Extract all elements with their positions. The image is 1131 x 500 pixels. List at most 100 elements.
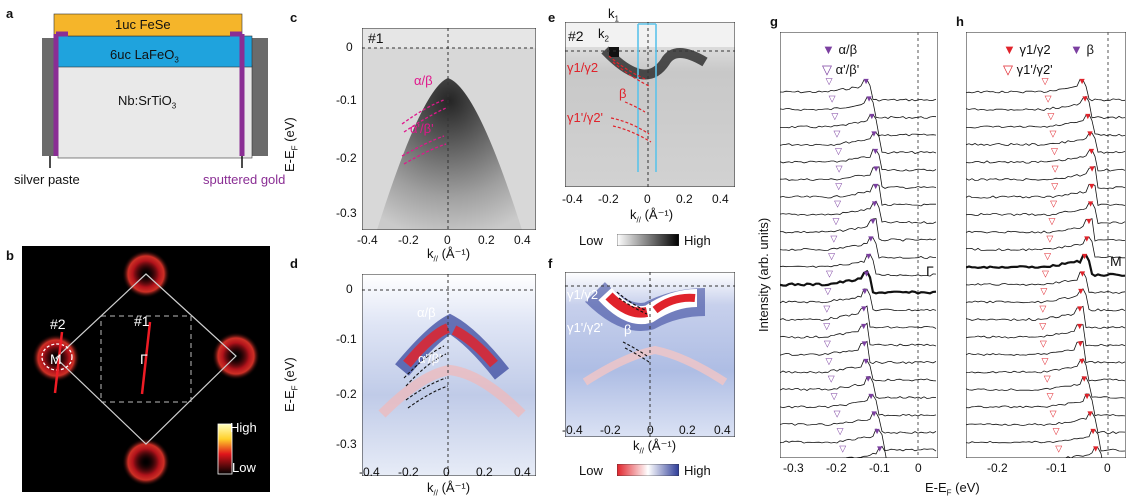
edc-marker-filled: ▼ bbox=[861, 356, 870, 366]
panel-g-label: g bbox=[770, 14, 778, 29]
edc-marker-open: ▽ bbox=[1039, 321, 1046, 331]
edc-marker-open: ▽ bbox=[823, 304, 830, 314]
f-xtick-4: 0.4 bbox=[714, 423, 731, 437]
edc-marker-filled: ▼ bbox=[1091, 444, 1100, 454]
edc-marker-open: ▽ bbox=[826, 76, 833, 86]
edc-curve bbox=[966, 305, 1126, 329]
d-band-alpha-beta-label: α/β bbox=[417, 305, 436, 320]
c-xtick-2: 0 bbox=[444, 233, 451, 247]
edc-marker-filled: ▼ bbox=[1086, 129, 1095, 139]
edc-marker-open: ▽ bbox=[831, 391, 838, 401]
edc-marker-open: ▽ bbox=[1039, 304, 1046, 314]
h-xtick-2: 0 bbox=[1104, 461, 1111, 475]
band-alpha-beta-label: α/β bbox=[414, 73, 433, 88]
edc-curve bbox=[780, 218, 937, 242]
band-alpha-beta-prime-label: α'/β' bbox=[410, 121, 434, 136]
edc-marker-open: ▽ bbox=[1042, 269, 1049, 279]
edc-marker-open: ▽ bbox=[834, 199, 841, 209]
edc-curve bbox=[966, 79, 1126, 102]
h-point-m: M bbox=[1110, 253, 1122, 269]
edc-marker-filled: ▼ bbox=[1087, 181, 1096, 191]
h-xtick-1: -0.1 bbox=[1046, 461, 1067, 475]
edc-marker-filled: ▼ bbox=[1086, 409, 1095, 419]
edc-curve bbox=[966, 95, 1126, 120]
grayscale-colorbar bbox=[617, 234, 679, 246]
c-xtick-4: 0.4 bbox=[514, 233, 531, 247]
panel-e-label: e bbox=[548, 10, 556, 25]
edc-curve bbox=[966, 340, 1126, 364]
edc-marker-open: ▽ bbox=[832, 216, 839, 226]
edc-marker-open: ▽ bbox=[1050, 199, 1057, 209]
edc-curve bbox=[780, 412, 937, 434]
e-xtick-0: -0.4 bbox=[562, 192, 583, 206]
edc-marker-open: ▽ bbox=[835, 181, 842, 191]
edc-marker-filled: ▼ bbox=[862, 269, 871, 279]
edc-curve bbox=[1001, 446, 1103, 458]
edc-marker-open: ▽ bbox=[1044, 374, 1051, 384]
edc-marker-filled: ▼ bbox=[1084, 216, 1093, 226]
d-ylabel: E-EF (eV) bbox=[282, 357, 300, 412]
edc-curve bbox=[780, 376, 937, 399]
edc-curve bbox=[780, 288, 937, 312]
c-ytick-2: -0.2 bbox=[336, 151, 357, 165]
heterostructure-diagram bbox=[42, 13, 268, 168]
edc-marker-open: ▽ bbox=[835, 146, 842, 156]
d-xtick-1: -0.2 bbox=[398, 465, 419, 479]
d-band-alpha-beta-prime-label: α'/β' bbox=[418, 351, 442, 366]
edc-marker-open: ▽ bbox=[824, 286, 831, 296]
d-xtick-2: 0 bbox=[443, 465, 450, 479]
edc-curve bbox=[780, 114, 937, 137]
arpes-cut-2-plot bbox=[565, 22, 735, 187]
edc-marker-open: ▽ bbox=[1042, 76, 1049, 86]
c-ytick-0: 0 bbox=[346, 40, 353, 54]
edc-marker-filled: ▼ bbox=[1082, 234, 1091, 244]
cut-1-tag: #1 bbox=[368, 30, 384, 46]
e-xtick-4: 0.4 bbox=[712, 192, 729, 206]
colorbar-high-label: High bbox=[230, 420, 257, 435]
layer-fese-label: 1uc FeSe bbox=[115, 17, 171, 32]
edc-marker-filled: ▼ bbox=[1086, 199, 1095, 209]
edc-stack-gamma: ▼▽▼▽▼▽▼▽▼▽▼▽▼▽▼▽▼▽▼▽▼▽▼▽▼▽▼▽▼▽▼▽▼▽▼▽▼▽▼▽… bbox=[780, 32, 938, 458]
edc-curve bbox=[966, 376, 1126, 399]
edc-marker-filled: ▼ bbox=[864, 374, 873, 384]
edc-marker-filled: ▼ bbox=[1076, 286, 1085, 296]
edc-marker-filled: ▼ bbox=[870, 409, 879, 419]
edc-marker-filled: ▼ bbox=[862, 76, 871, 86]
panel-c-label: c bbox=[290, 10, 298, 25]
panel-h-label: h bbox=[956, 14, 964, 29]
edc-marker-open: ▽ bbox=[836, 164, 843, 174]
edc-marker-open: ▽ bbox=[834, 409, 841, 419]
edc-curve bbox=[780, 305, 937, 329]
sputtered-gold-label: sputtered gold bbox=[203, 172, 286, 187]
edc-curve bbox=[780, 322, 937, 347]
c-xtick-1: -0.2 bbox=[398, 233, 419, 247]
g-xtick-0: -0.3 bbox=[783, 461, 804, 475]
fermi-surface-map bbox=[22, 246, 270, 492]
edc-marker-filled: ▼ bbox=[1078, 76, 1087, 86]
edc-marker-filled: ▼ bbox=[859, 321, 868, 331]
edc-marker-open: ▽ bbox=[830, 234, 837, 244]
colorbar-low-label: Low bbox=[232, 460, 256, 475]
g-xtick-1: -0.2 bbox=[826, 461, 847, 475]
edc-curve bbox=[780, 166, 937, 190]
edc-curve bbox=[966, 324, 1126, 347]
e-xtick-3: 0.2 bbox=[676, 192, 693, 206]
h-legend-gamma: ▼ γ1/γ2 bbox=[1003, 42, 1051, 57]
edc-curve bbox=[966, 288, 1126, 312]
edc-curve bbox=[780, 200, 937, 224]
edc-marker-filled: ▼ bbox=[1078, 269, 1087, 279]
panel-b-label: b bbox=[6, 248, 14, 263]
k1-label: k1 bbox=[608, 6, 619, 24]
edc-curve bbox=[966, 412, 1126, 434]
edc-marker-filled: ▼ bbox=[1087, 146, 1096, 156]
edc-marker-filled: ▼ bbox=[867, 111, 876, 121]
e-xtick-2: 0 bbox=[644, 192, 651, 206]
edc-marker-filled: ▼ bbox=[872, 164, 881, 174]
h-legend-gamma-prime: ▽ γ1'/γ2' bbox=[1003, 62, 1053, 77]
edc-marker-open: ▽ bbox=[1052, 164, 1059, 174]
edc-marker-filled: ▼ bbox=[1075, 304, 1084, 314]
edc-marker-open: ▽ bbox=[825, 356, 832, 366]
edc-curve bbox=[780, 236, 936, 260]
edc-marker-open: ▽ bbox=[1047, 391, 1054, 401]
panel-f-label: f bbox=[548, 256, 553, 271]
